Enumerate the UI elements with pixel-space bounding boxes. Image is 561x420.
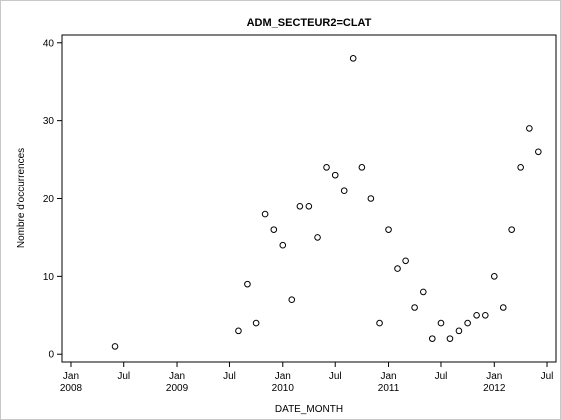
x-tick-label: Jul bbox=[435, 371, 448, 382]
data-point bbox=[111, 343, 119, 350]
data-point bbox=[349, 55, 357, 62]
data-point bbox=[252, 319, 260, 327]
x-tick-label: Jul bbox=[541, 371, 554, 382]
data-point bbox=[305, 202, 313, 210]
data-point bbox=[446, 335, 454, 342]
data-point bbox=[376, 319, 383, 327]
data-point bbox=[358, 164, 366, 171]
data-point bbox=[428, 335, 436, 342]
y-tick-label: 40 bbox=[43, 38, 55, 49]
data-point bbox=[535, 148, 542, 156]
data-point bbox=[270, 226, 278, 233]
data-point bbox=[235, 327, 242, 335]
data-point bbox=[296, 202, 304, 210]
data-point bbox=[464, 319, 471, 327]
data-point bbox=[437, 319, 445, 327]
data-point bbox=[490, 273, 498, 280]
x-tick-year-label: 2011 bbox=[378, 383, 400, 394]
y-axis-label: Nombre d'occurrences bbox=[16, 148, 27, 248]
data-point bbox=[367, 195, 375, 202]
data-point bbox=[385, 226, 392, 233]
y-tick-label: 20 bbox=[43, 194, 55, 205]
data-point bbox=[331, 171, 339, 179]
x-tick-label: Jul bbox=[117, 371, 130, 382]
data-point bbox=[420, 288, 427, 296]
plot-area bbox=[61, 34, 557, 363]
data-point bbox=[411, 304, 418, 311]
y-axis: 0 10 20 30 40 bbox=[43, 38, 62, 361]
data-point bbox=[402, 257, 409, 265]
data-point bbox=[314, 234, 321, 241]
data-point bbox=[394, 265, 401, 272]
x-axis-label: DATE_MONTH bbox=[275, 404, 343, 415]
x-tick-label: Jan bbox=[169, 371, 185, 382]
x-tick-year-label: 2010 bbox=[272, 383, 295, 394]
x-tick-label: Jan bbox=[380, 371, 396, 382]
data-point bbox=[526, 125, 533, 132]
data-points bbox=[111, 55, 542, 350]
y-tick-label: 30 bbox=[43, 116, 55, 127]
x-tick-year-label: 2008 bbox=[60, 383, 83, 394]
x-tick-year-label: 2009 bbox=[166, 383, 189, 394]
x-tick-label: Jul bbox=[223, 371, 236, 382]
data-point bbox=[323, 164, 330, 171]
x-tick-label: Jan bbox=[63, 371, 79, 382]
x-tick-label: Jan bbox=[486, 371, 502, 382]
data-point bbox=[455, 327, 463, 335]
data-point bbox=[517, 164, 524, 171]
data-point bbox=[279, 241, 287, 249]
data-point bbox=[244, 280, 251, 288]
x-tick-label: Jan bbox=[275, 371, 291, 382]
chart-title: ADM_SECTEUR2=CLAT bbox=[247, 17, 372, 29]
data-point bbox=[473, 311, 480, 319]
x-tick-year-label: 2012 bbox=[483, 383, 506, 394]
data-point bbox=[340, 187, 348, 195]
data-point bbox=[499, 304, 507, 311]
data-point bbox=[261, 210, 269, 218]
data-point bbox=[508, 226, 515, 233]
data-point bbox=[482, 311, 489, 319]
x-tick-label: Jul bbox=[329, 371, 342, 382]
y-tick-label: 10 bbox=[43, 272, 55, 283]
y-tick-label: 0 bbox=[48, 350, 54, 361]
data-point bbox=[288, 296, 296, 304]
